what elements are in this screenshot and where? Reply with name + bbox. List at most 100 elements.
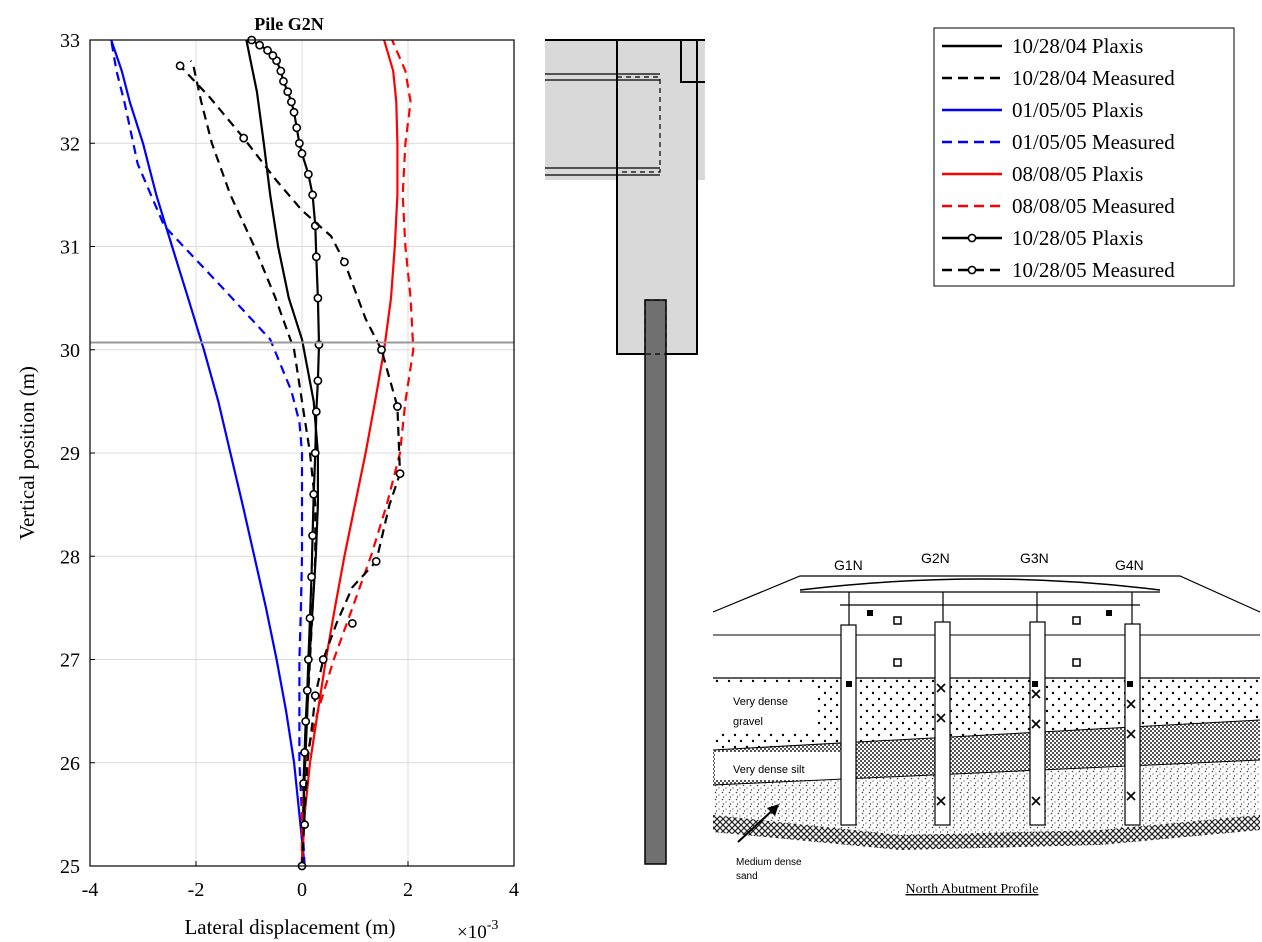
data-point [377, 345, 386, 355]
marker-hollow [1072, 658, 1081, 667]
data-point [175, 61, 185, 71]
instrument-markers [846, 610, 1136, 806]
soil-label-sand-1: Medium dense [736, 857, 802, 868]
data-point [310, 448, 320, 458]
marker-filled [1106, 610, 1112, 616]
legend-entry: 10/28/04 Plaxis [942, 34, 1143, 58]
data-point [313, 293, 323, 303]
series-line [110, 39, 306, 867]
legend-entry: 08/08/05 Plaxis [942, 162, 1143, 186]
pile-cap-sketch [545, 39, 705, 865]
cap-step [680, 40, 705, 83]
data-point [276, 66, 286, 76]
gravel-label-bg [715, 685, 815, 733]
legend-label: 10/28/05 Measured [1012, 258, 1175, 282]
data-point [307, 572, 316, 582]
embankment-outline [712, 575, 1261, 613]
marker-hollow [1072, 616, 1081, 625]
diagram-title: North Abutment Profile [906, 882, 1039, 897]
plot-frame [89, 39, 515, 867]
series-6 [300, 39, 415, 866]
legend-entry: 01/05/05 Measured [942, 130, 1175, 154]
series-line [300, 39, 399, 867]
chart-legend: 10/28/04 Plaxis 10/28/04 Measured 01/05/05… [933, 27, 1235, 287]
pile-g2n [934, 621, 951, 826]
y-tick-label: 28 [60, 546, 80, 568]
marker-filled [846, 681, 852, 687]
series-line [110, 39, 306, 867]
data-point [286, 97, 296, 107]
data-point [294, 138, 304, 148]
data-point [303, 655, 313, 664]
deck-girder [799, 578, 1161, 591]
pile-g4n [1124, 623, 1141, 826]
data-point [311, 407, 321, 417]
data-point [303, 169, 313, 179]
series-7 [247, 35, 324, 830]
data-point [371, 557, 381, 566]
x-axis-label: Lateral displacement (m) [184, 915, 395, 939]
data-point [301, 717, 311, 726]
data-point [302, 686, 312, 695]
data-point [308, 190, 317, 200]
data-point [279, 76, 288, 86]
embedded-beam-dashed [616, 76, 661, 173]
x-axis-multiplier: ×10-3 [457, 918, 498, 942]
legend-label: 10/28/05 Plaxis [1012, 226, 1143, 250]
marker-hollow [893, 616, 902, 625]
legend-entry: 08/08/05 Measured [942, 194, 1175, 218]
y-tick-label: 32 [60, 133, 80, 155]
legend-entry: 10/28/04 Measured [942, 66, 1175, 90]
y-tick-label: 30 [60, 340, 80, 362]
y-tick-label: 33 [60, 30, 80, 52]
y-tick-label: 29 [60, 443, 80, 465]
silt-label-bg [715, 752, 843, 780]
abutment-piles [840, 592, 1141, 826]
series-5 [300, 39, 399, 867]
data-point [313, 376, 323, 386]
data-point [297, 149, 307, 158]
soil-label-gravel-2: gravel [733, 716, 763, 728]
legend-marker [967, 233, 977, 243]
series-3 [110, 39, 306, 867]
strain-gauge-x [936, 683, 1136, 806]
data-point [255, 40, 264, 50]
data-point [395, 469, 405, 479]
pile-shaft [644, 299, 667, 865]
data-point [308, 531, 317, 540]
data-point [305, 613, 315, 623]
x-multiplier-exponent: -3 [487, 918, 499, 933]
soil-label-sand-2: sand [736, 871, 758, 882]
legend-label: 10/28/04 Measured [1012, 66, 1175, 90]
data-point [318, 655, 328, 664]
pile-label-g2n: G2N [921, 550, 950, 566]
data-point [392, 402, 402, 411]
legend-label: 08/08/05 Measured [1012, 194, 1175, 218]
north-abutment-profile: G1N G2N G3N G4N Very dense gravel Very d… [712, 550, 1261, 897]
pile-embed-dashed [644, 299, 667, 355]
marker-filled [867, 610, 873, 616]
x-tick-label: 4 [509, 879, 519, 901]
x-tick-label: 0 [297, 879, 307, 901]
series-8 [175, 61, 405, 871]
marker-filled [1127, 681, 1133, 687]
pile-label-g4n: G4N [1115, 557, 1144, 573]
series-2 [189, 60, 317, 866]
legend-label: 01/05/05 Measured [1012, 130, 1175, 154]
y-tick-label: 31 [60, 237, 80, 259]
legend-box [933, 27, 1235, 287]
series-line [189, 60, 317, 866]
pile-g1n [840, 624, 857, 826]
pile-label-g3n: G3N [1020, 550, 1049, 566]
data-point [309, 489, 319, 499]
series-4 [110, 39, 306, 867]
y-axis-label: Vertical position (m) [15, 366, 39, 540]
data-point [339, 257, 349, 267]
pile-label-g1n: G1N [834, 557, 863, 573]
y-tick-label: 27 [60, 650, 80, 672]
soil-label-gravel-1: Very dense [733, 696, 788, 708]
data-point [263, 45, 272, 55]
data-point [311, 252, 321, 262]
soil-label-silt: Very dense silt [733, 764, 805, 776]
